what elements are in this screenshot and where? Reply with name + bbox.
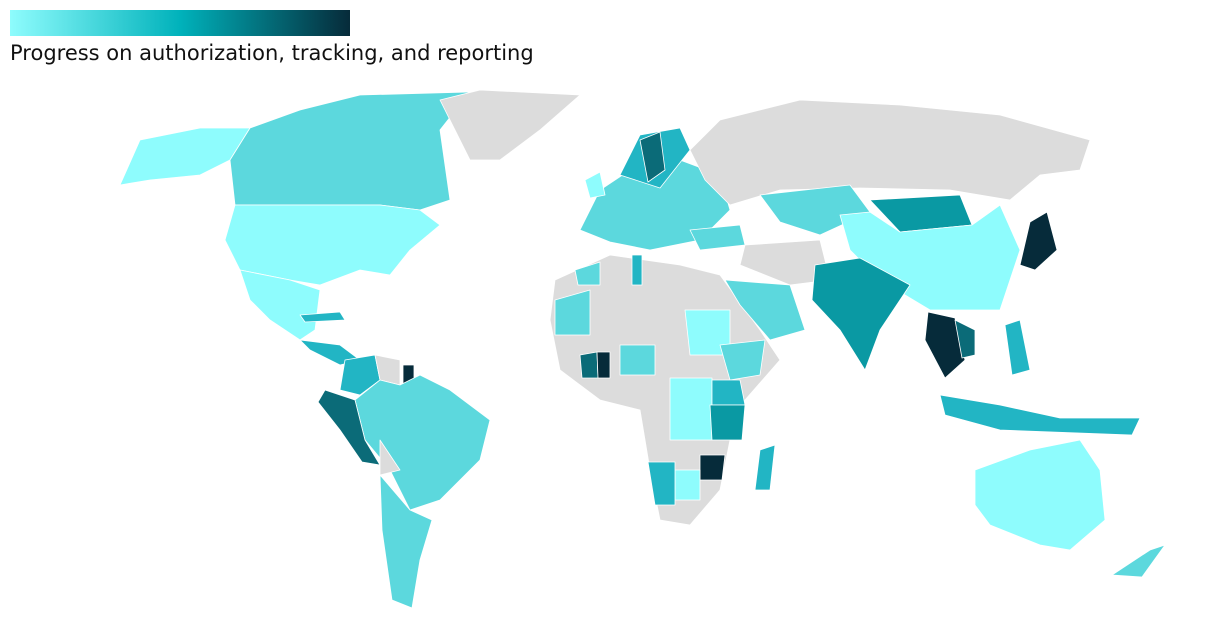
country bbox=[719, 339, 766, 381]
country bbox=[954, 319, 976, 359]
country bbox=[811, 257, 911, 371]
country bbox=[574, 261, 601, 286]
country bbox=[224, 204, 441, 286]
country bbox=[1111, 544, 1166, 578]
country bbox=[579, 351, 599, 379]
country bbox=[711, 379, 746, 406]
country bbox=[754, 444, 776, 491]
legend-gradient bbox=[10, 10, 350, 36]
map-title: Progress on authorization, tracking, and… bbox=[10, 41, 534, 65]
country bbox=[631, 254, 643, 286]
country bbox=[674, 469, 701, 501]
country bbox=[1019, 211, 1058, 271]
country bbox=[739, 239, 831, 286]
country bbox=[724, 279, 806, 341]
country bbox=[1004, 319, 1031, 376]
country bbox=[669, 377, 713, 441]
country bbox=[974, 439, 1106, 551]
country bbox=[354, 374, 491, 511]
country bbox=[379, 474, 433, 609]
country bbox=[939, 394, 1141, 436]
country bbox=[379, 439, 401, 476]
country bbox=[439, 89, 581, 161]
country bbox=[119, 127, 251, 186]
country bbox=[709, 404, 746, 441]
world-map bbox=[119, 89, 1166, 609]
country bbox=[239, 269, 321, 341]
country bbox=[689, 99, 1091, 206]
country bbox=[299, 311, 346, 323]
country bbox=[699, 454, 726, 481]
country bbox=[619, 344, 656, 376]
country bbox=[554, 289, 591, 336]
country bbox=[229, 91, 471, 211]
country bbox=[647, 461, 676, 506]
country bbox=[317, 389, 381, 466]
country bbox=[924, 311, 966, 379]
country bbox=[596, 351, 611, 379]
country bbox=[639, 131, 666, 183]
country bbox=[584, 171, 606, 199]
